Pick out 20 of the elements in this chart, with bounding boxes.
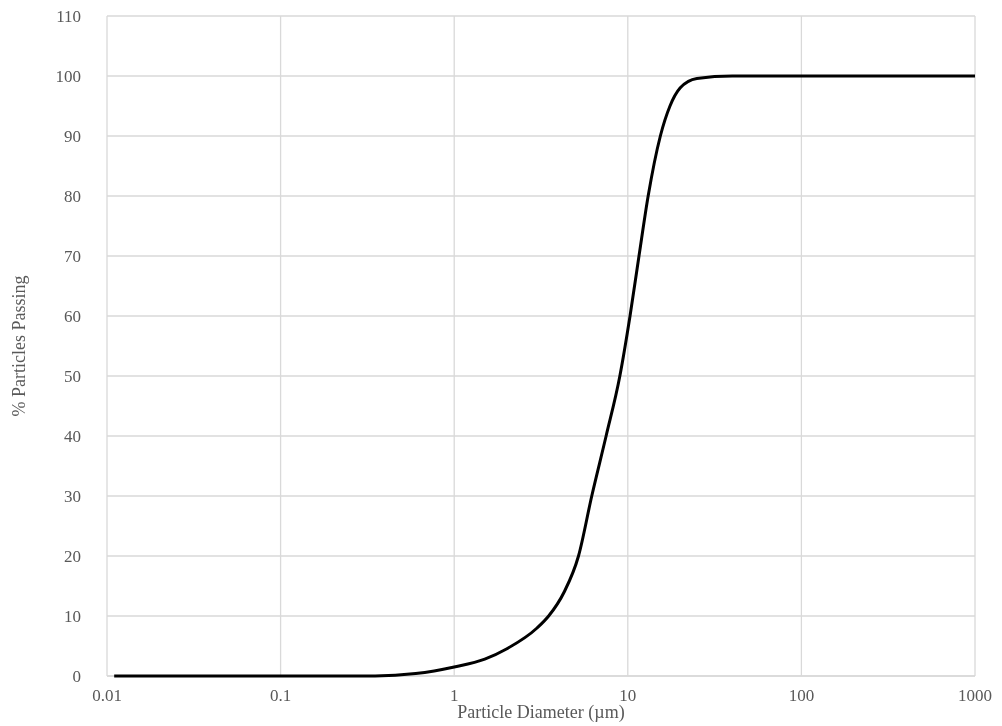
- x-tick-label: 10: [619, 686, 637, 705]
- y-tick-label: 40: [64, 426, 81, 446]
- y-tick-label: 30: [64, 486, 81, 506]
- x-axis-title: Particle Diameter (µm): [457, 702, 625, 723]
- x-tick-label: 0.1: [269, 686, 292, 705]
- y-tick-label: 60: [64, 306, 81, 326]
- y-tick-label: 70: [64, 246, 81, 266]
- y-tick-label: 100: [55, 66, 81, 86]
- x-tick-label: 1: [449, 686, 459, 705]
- y-tick-label: 80: [64, 186, 81, 206]
- y-tick-label: 20: [64, 546, 81, 566]
- y-tick-label: 10: [64, 606, 81, 626]
- x-tick-label: 0.01: [92, 686, 122, 705]
- y-tick-label: 0: [72, 666, 81, 686]
- x-tick-label: 1000: [958, 686, 992, 705]
- y-tick-label: 50: [64, 366, 81, 386]
- y-tick-label: 110: [56, 6, 81, 26]
- y-axis-title: % Particles Passing: [9, 275, 29, 417]
- y-tick-label: 90: [64, 126, 81, 146]
- x-tick-label: 100: [788, 686, 815, 705]
